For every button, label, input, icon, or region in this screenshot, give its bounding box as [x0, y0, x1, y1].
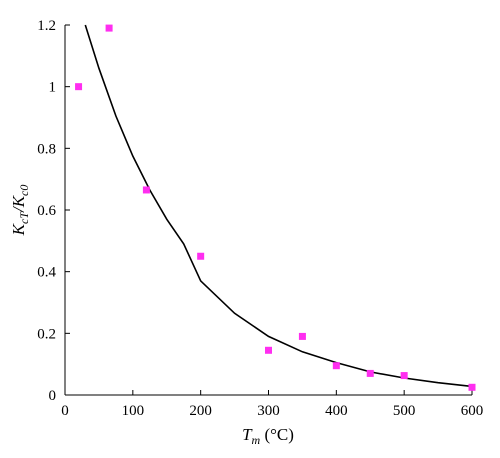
x-tick-label: 100 — [122, 403, 145, 419]
data-points-layer — [75, 24, 476, 391]
x-tick-label: 500 — [393, 403, 416, 419]
data-point — [400, 372, 408, 380]
data-point — [468, 383, 476, 391]
y-ticks: 0 0.2 0.4 0.6 0.8 1 1.2 — [37, 18, 70, 404]
y-tick-label: 0 — [49, 388, 57, 404]
y-tick-label: 0.6 — [37, 203, 56, 219]
y-tick-label: 1.2 — [37, 18, 56, 34]
x-tick-label: 300 — [257, 403, 280, 419]
data-point — [197, 252, 205, 260]
data-point — [366, 369, 374, 377]
x-tick-label: 200 — [189, 403, 212, 419]
x-axis-label: Tm (°C) — [242, 425, 294, 447]
y-axis-label: KcT/Kc0 — [9, 185, 31, 237]
y-tick-label: 0.8 — [37, 141, 56, 157]
x-tick-label: 0 — [61, 403, 69, 419]
data-point — [105, 24, 113, 32]
fit-curve — [84, 24, 473, 388]
data-point — [265, 346, 272, 354]
y-tick-label: 0.2 — [37, 326, 56, 342]
data-point — [298, 332, 306, 340]
x-tick-label: 600 — [461, 403, 484, 419]
plot-area — [64, 25, 472, 396]
y-tick-label: 0.4 — [37, 265, 56, 281]
data-point — [332, 362, 340, 370]
data-point — [142, 186, 150, 194]
fit-curve-layer — [84, 24, 473, 388]
x-tick-label: 400 — [325, 403, 348, 419]
data-point — [75, 83, 83, 91]
x-ticks: 0 100 200 300 400 500 600 — [61, 390, 483, 419]
y-tick-label: 1 — [49, 80, 57, 96]
